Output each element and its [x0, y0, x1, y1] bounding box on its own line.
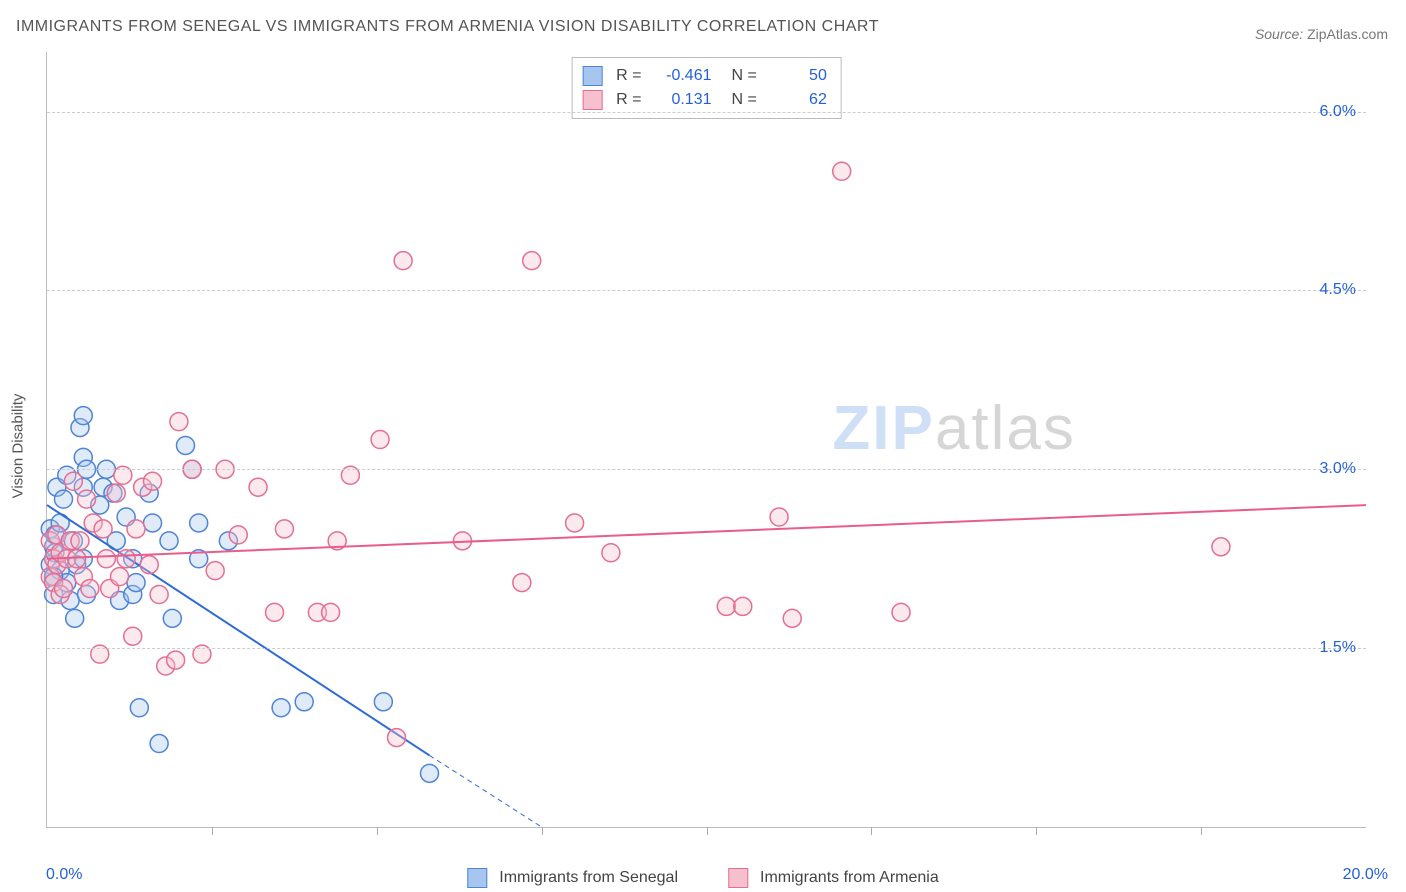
x-minor-tick [212, 827, 213, 835]
x-minor-tick [871, 827, 872, 835]
legend-item-senegal: Immigrants from Senegal [467, 868, 678, 888]
data-point [66, 609, 84, 627]
gridline [47, 290, 1366, 291]
bottom-legend: Immigrants from Senegal Immigrants from … [467, 868, 938, 888]
gridline [47, 648, 1366, 649]
legend-swatch-senegal [467, 868, 487, 888]
gridline [47, 469, 1366, 470]
data-point [394, 252, 412, 270]
data-point [130, 699, 148, 717]
data-point [275, 520, 293, 538]
data-point [167, 651, 185, 669]
data-point [160, 532, 178, 550]
data-point [74, 407, 92, 425]
x-minor-tick [1036, 827, 1037, 835]
data-point [64, 472, 82, 490]
data-point [81, 580, 99, 598]
data-point [111, 568, 129, 586]
x-minor-tick [1201, 827, 1202, 835]
data-point [150, 735, 168, 753]
x-minor-tick [377, 827, 378, 835]
source-label: Source: [1255, 26, 1303, 42]
data-point [78, 490, 96, 508]
plot-area: ZIPatlas R = -0.461 N = 50 R = 0.131 N =… [46, 52, 1366, 828]
data-point [117, 550, 135, 568]
data-point [144, 514, 162, 532]
data-point [892, 603, 910, 621]
data-point [421, 764, 439, 782]
data-point [107, 484, 125, 502]
x-minor-tick [542, 827, 543, 835]
data-point [97, 550, 115, 568]
data-point [322, 603, 340, 621]
data-point [783, 609, 801, 627]
data-point [1212, 538, 1230, 556]
data-point [54, 490, 72, 508]
data-point [388, 729, 406, 747]
data-point [206, 562, 224, 580]
data-point [523, 252, 541, 270]
y-tick-label: 3.0% [1320, 460, 1356, 478]
data-point [272, 699, 290, 717]
data-point [150, 586, 168, 604]
source-attribution: Source: ZipAtlas.com [1255, 26, 1388, 42]
data-point [770, 508, 788, 526]
chart-title: IMMIGRANTS FROM SENEGAL VS IMMIGRANTS FR… [16, 18, 879, 36]
data-point [717, 597, 735, 615]
data-point [295, 693, 313, 711]
data-point [249, 478, 267, 496]
y-tick-label: 4.5% [1320, 281, 1356, 299]
trend-line-extension [430, 755, 542, 827]
x-tick-1: 20.0% [1343, 866, 1388, 884]
data-point [566, 514, 584, 532]
y-tick-label: 1.5% [1320, 639, 1356, 657]
data-point [163, 609, 181, 627]
x-minor-tick [707, 827, 708, 835]
data-point [94, 520, 112, 538]
data-point [513, 574, 531, 592]
gridline [47, 112, 1366, 113]
data-point [734, 597, 752, 615]
data-point [140, 556, 158, 574]
data-point [71, 532, 89, 550]
legend-item-armenia: Immigrants from Armenia [728, 868, 939, 888]
legend-label-senegal: Immigrants from Senegal [499, 869, 678, 887]
plot-svg [47, 52, 1366, 827]
y-tick-label: 6.0% [1320, 103, 1356, 121]
data-point [127, 574, 145, 592]
legend-swatch-armenia [728, 868, 748, 888]
legend-label-armenia: Immigrants from Armenia [760, 869, 939, 887]
data-point [229, 526, 247, 544]
data-point [374, 693, 392, 711]
data-point [170, 413, 188, 431]
data-point [124, 627, 142, 645]
data-point [371, 431, 389, 449]
data-point [602, 544, 620, 562]
y-axis-title: Vision Disability [10, 394, 27, 499]
data-point [190, 514, 208, 532]
data-point [54, 580, 72, 598]
data-point [266, 603, 284, 621]
source-value: ZipAtlas.com [1307, 26, 1388, 42]
data-point [176, 436, 194, 454]
x-tick-0: 0.0% [46, 866, 82, 884]
data-point [833, 162, 851, 180]
data-point [144, 472, 162, 490]
data-point [127, 520, 145, 538]
